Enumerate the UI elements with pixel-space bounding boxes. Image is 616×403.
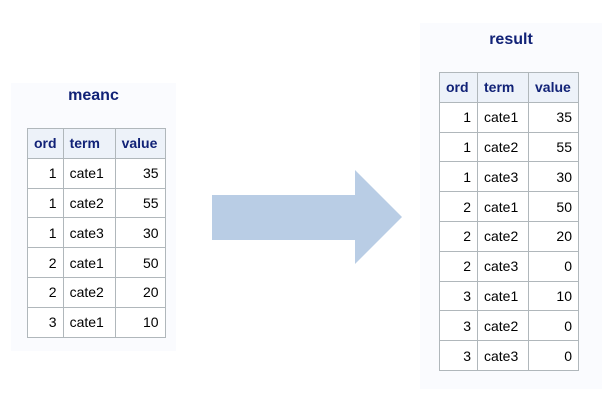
right-table-title: result (489, 31, 533, 48)
cell-term: cate1 (477, 101, 529, 133)
cell-ord: 3 (439, 310, 478, 342)
cell-term: cate1 (477, 191, 529, 222)
left-table-header-row: ord term value (27, 128, 166, 159)
table-row: 1 cate3 30 (27, 217, 166, 249)
cell-value: 20 (114, 276, 166, 308)
cell-term: cate3 (477, 161, 529, 193)
left-table-panel: meanc ord term value 1 cate1 35 1 cate2 … (11, 83, 176, 351)
cell-value: 10 (114, 306, 166, 338)
table-row: 3 cate3 0 (439, 340, 579, 371)
cell-term: cate2 (62, 187, 116, 219)
cell-value: 55 (114, 187, 166, 219)
cell-value: 30 (114, 217, 166, 249)
cell-value: 20 (528, 220, 579, 252)
column-header-value: value (114, 128, 166, 159)
cell-term: cate3 (477, 250, 529, 282)
cell-ord: 2 (439, 220, 478, 252)
table-row: 1 cate2 55 (439, 131, 579, 163)
cell-value: 55 (528, 131, 579, 163)
right-table-header-row: ord term value (439, 72, 579, 103)
table-row: 3 cate1 10 (439, 280, 579, 312)
cell-value: 35 (114, 157, 166, 189)
table-row: 2 cate2 20 (439, 220, 579, 252)
cell-ord: 3 (439, 340, 478, 371)
column-header-term: term (62, 128, 116, 159)
cell-ord: 2 (27, 247, 64, 278)
table-row: 2 cate1 50 (27, 247, 166, 278)
cell-ord: 1 (439, 101, 478, 133)
right-table-panel: result ord term value 1 cate1 35 1 cate2… (420, 23, 602, 389)
cell-term: cate1 (62, 306, 116, 338)
table-row: 2 cate1 50 (439, 191, 579, 222)
arrow-shape (212, 170, 402, 264)
column-header-term: term (477, 72, 529, 103)
cell-ord: 1 (439, 161, 478, 193)
table-row: 1 cate1 35 (27, 157, 166, 189)
cell-term: cate3 (62, 217, 116, 249)
cell-term: cate3 (477, 340, 529, 371)
cell-ord: 1 (27, 157, 64, 189)
cell-value: 10 (528, 280, 579, 312)
cell-value: 0 (528, 340, 579, 371)
column-header-ord: ord (439, 72, 478, 103)
table-row: 3 cate2 0 (439, 310, 579, 342)
cell-value: 50 (528, 191, 579, 222)
right-table: ord term value 1 cate1 35 1 cate2 55 1 c… (439, 72, 579, 371)
cell-ord: 3 (439, 280, 478, 312)
column-header-value: value (528, 72, 579, 103)
cell-term: cate2 (477, 220, 529, 252)
cell-value: 0 (528, 250, 579, 282)
cell-value: 0 (528, 310, 579, 342)
cell-value: 50 (114, 247, 166, 278)
table-row: 1 cate1 35 (439, 101, 579, 133)
cell-term: cate1 (477, 280, 529, 312)
cell-ord: 1 (27, 217, 64, 249)
cell-ord: 2 (439, 191, 478, 222)
table-row: 1 cate3 30 (439, 161, 579, 193)
cell-term: cate2 (477, 131, 529, 163)
cell-ord: 2 (439, 250, 478, 282)
cell-ord: 1 (439, 131, 478, 163)
cell-term: cate2 (62, 276, 116, 308)
table-row: 3 cate1 10 (27, 306, 166, 338)
cell-term: cate2 (477, 310, 529, 342)
table-row: 2 cate2 20 (27, 276, 166, 308)
table-row: 2 cate3 0 (439, 250, 579, 282)
cell-term: cate1 (62, 247, 116, 278)
column-header-ord: ord (27, 128, 64, 159)
right-arrow-icon (212, 170, 402, 264)
cell-ord: 2 (27, 276, 64, 308)
cell-value: 35 (528, 101, 579, 133)
table-row: 1 cate2 55 (27, 187, 166, 219)
cell-term: cate1 (62, 157, 116, 189)
cell-ord: 1 (27, 187, 64, 219)
left-table-title: meanc (68, 87, 119, 104)
left-table: ord term value 1 cate1 35 1 cate2 55 1 c… (27, 128, 166, 338)
cell-ord: 3 (27, 306, 64, 338)
cell-value: 30 (528, 161, 579, 193)
